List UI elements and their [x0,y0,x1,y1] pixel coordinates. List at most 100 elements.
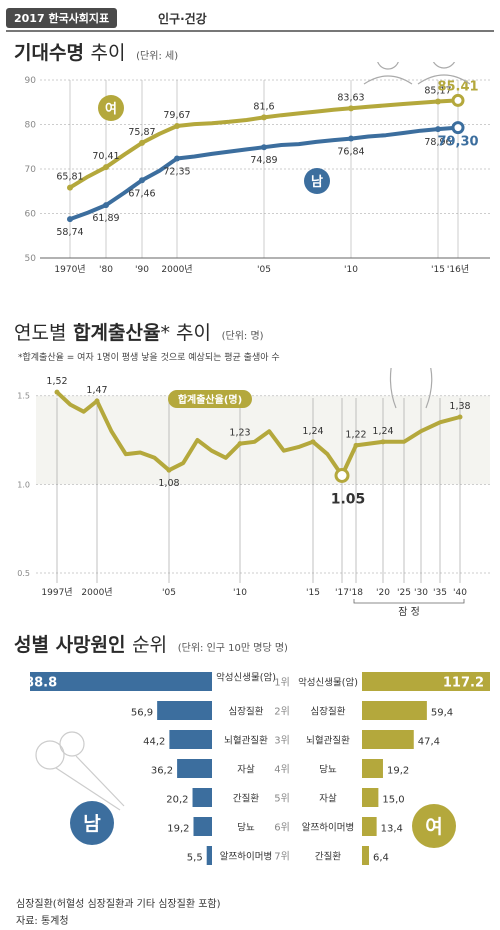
male-value-label: 36,2 [151,766,173,777]
fert-title-main: 합계출산율 [73,322,161,344]
x-tick-label: '30 [414,588,428,598]
life-expectancy-chart: 90 80 70 60 50 1970년 '80 '90 2000년 '05 '10 '15'16년 6… [25,62,490,275]
male-value-label: 44,2 [143,737,165,748]
female-bar [362,846,369,865]
data-label: 81,6 [253,101,274,112]
male-bar [206,846,212,865]
female-bar [362,817,377,836]
end-point [451,121,465,135]
data-label: 1,23 [229,428,250,439]
male-value-label: 20,2 [166,795,188,806]
female-badge-label: 여 [105,101,117,117]
male-badge [70,801,114,845]
female-badge-label: 여 [425,816,442,838]
data-point [67,184,73,191]
flower-icon-2 [59,731,85,757]
x-tick-label: '18 [349,588,363,598]
data-label: 1,08 [158,478,179,489]
data-point [67,216,73,223]
y-tick-label: 70 [25,165,37,175]
female-cause-label: 심장질환 [311,706,346,718]
rank-number: 4위 [274,763,290,776]
rank-number: 1위 [274,676,290,689]
x-tick-label: 2000년 [161,264,192,275]
x-tick-label: '16년 [447,264,469,275]
data-label: 1,24 [302,426,323,437]
female-cause-label: 당뇨 [319,765,337,776]
female-value-label: 6,4 [373,853,389,864]
male-badge-label: 남 [83,813,101,835]
x-tick-label: '05 [162,588,176,598]
male-value-label: 19,2 [167,824,189,835]
death-title-suffix: 순위 [132,634,168,656]
x-tick-label: '80 [99,265,113,275]
female-badge [412,804,456,848]
female-value-label: 117.2 [443,676,484,691]
series-label: 합계출산율(명) [178,393,242,406]
male-badge-label: 남 [311,174,323,190]
data-label: 75,87 [128,127,155,138]
death-cause-title: 성별 사망원인 순위 (단위: 인구 10만 명당 명) [14,630,288,657]
male-bar [193,817,212,836]
x-tick-label: '10 [233,588,247,598]
flower-stem-icon [55,755,125,811]
y-tick-label: 1.0 [17,480,30,489]
header-rule [6,30,494,32]
death-unit: (단위: 인구 10만 명당 명) [177,643,288,654]
data-label: 76,84 [337,147,364,158]
data-point [94,398,100,404]
rank-number: 2위 [274,705,290,718]
x-tick-label: '15 [431,265,445,275]
x-tick-label: 1997년 [41,587,72,598]
data-label: 78,96 [424,137,451,148]
fert-unit: (단위: 명) [221,331,264,342]
x-tick-label: 2000년 [81,587,112,598]
male-cause-label: 자살 [237,765,255,776]
female-cause-label: 알쯔하이머병 [302,822,354,834]
male-value-label: 56,9 [131,708,153,719]
data-point [348,135,354,142]
death-cause-chart: 1위 188.8 악성신생물(암) 117.2 악성신생물(암) 2위 56,9 심장질환 59… [16,672,490,865]
life-title-suffix: 추이 [90,42,126,64]
male-bar [169,730,212,749]
data-point [237,441,243,447]
male-cause-label: 심장질환 [229,706,264,718]
data-label: 85,17 [424,85,451,96]
female-bar [362,701,427,720]
y-tick-label: 1.5 [17,392,30,401]
data-label: 79,67 [163,110,190,121]
female-cause-label: 자살 [319,794,337,805]
y-tick-label: 0.5 [17,569,30,578]
x-tick-label: '05 [257,265,271,275]
female-bar [362,672,490,691]
data-point [139,139,145,146]
female-badge [98,95,124,121]
data-point [174,122,180,129]
lowest-point [334,468,350,483]
data-point [435,98,441,105]
female-bar [362,788,379,807]
male-cause-label: 뇌혈관질환 [224,735,268,747]
footer-source: 자료: 통계청 [16,916,69,927]
data-point [348,105,354,112]
flower-icon [35,740,65,770]
end-value-label: 85.41 [437,79,478,94]
male-cause-label: 당뇨 [237,823,255,834]
x-tick-label: '25 [397,588,411,598]
category-label: 인구·건강 [158,12,207,26]
rank-number: 3위 [274,734,290,747]
female-cause-label: 간질환 [315,851,341,863]
report-tag: 2017 한국사회지표 [6,8,118,28]
woman-shoulders-icon [417,74,471,85]
data-label: 58,74 [56,227,83,238]
data-label: 74,89 [250,155,277,166]
female-value-label: 59,4 [431,708,453,719]
header: 2017 한국사회지표 인구·건강 [0,0,500,32]
data-point [380,439,386,445]
data-point [457,414,463,420]
female-bar [362,730,414,749]
y-tick-label: 90 [25,76,37,86]
fertility-title: 연도별 합계출산율* 추이 (단위: 명) [14,318,264,345]
x-tick-label: '10 [344,265,358,275]
pregnant-woman-icon [389,368,433,409]
